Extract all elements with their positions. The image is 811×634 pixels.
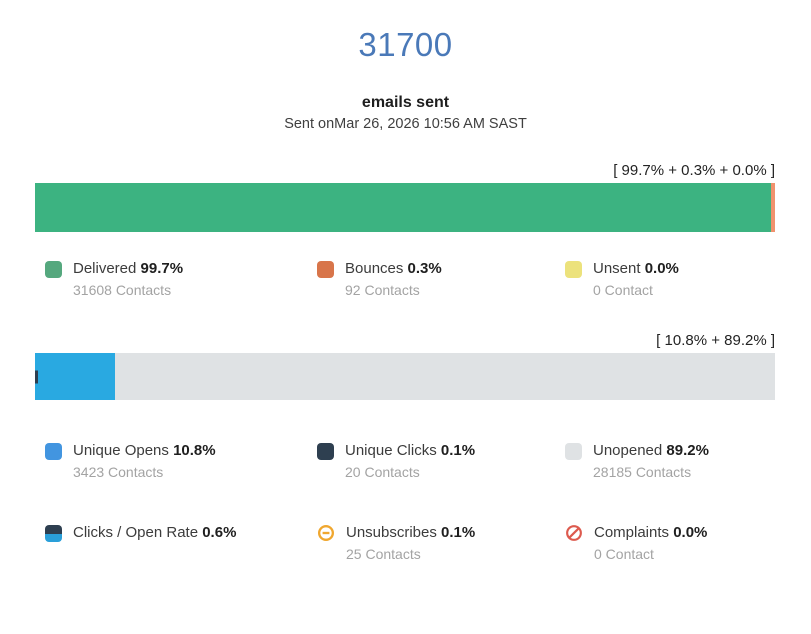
- engagement-legend: Unique Opens 10.8% 3423 Contacts Unique …: [45, 442, 811, 562]
- legend-item-bounces: Bounces 0.3% 92 Contacts: [317, 260, 565, 298]
- unsent-swatch: [565, 261, 582, 278]
- unique-opens-bar-segment: [35, 353, 115, 400]
- clicks-open-rate-swatch: [45, 525, 62, 542]
- complaints-label: Complaints 0.0%: [594, 524, 708, 541]
- unique-clicks-swatch: [317, 443, 334, 460]
- engagement-stacked-bar: [35, 353, 775, 400]
- unopened-swatch: [565, 443, 582, 460]
- engagement-percentages-annotation: [ 10.8% + 89.2% ]: [656, 332, 775, 349]
- clicks-color-half: [45, 525, 62, 534]
- unopened-bar-segment: [114, 353, 775, 400]
- legend-item-unique-opens: Unique Opens 10.8% 3423 Contacts: [45, 442, 317, 480]
- unique-clicks-label: Unique Clicks 0.1%: [345, 442, 476, 459]
- report-title: emails sent: [361, 94, 450, 111]
- unsubscribes-contacts: 25 Contacts: [346, 546, 421, 562]
- total-emails-count: 31700: [358, 26, 453, 63]
- legend-item-unique-clicks: Unique Clicks 0.1% 20 Contacts: [317, 442, 565, 480]
- delivered-label: Delivered 99.7%: [73, 260, 184, 277]
- no-entry-icon: [566, 525, 582, 541]
- complaints-contacts: 0 Contact: [594, 546, 654, 562]
- unsubscribes-label: Unsubscribes 0.1%: [346, 524, 476, 541]
- unopened-label: Unopened 89.2%: [593, 442, 709, 459]
- legend-item-unopened: Unopened 89.2% 28185 Contacts: [565, 442, 811, 480]
- bounces-label: Bounces 0.3%: [345, 260, 442, 277]
- unique-clicks-contacts: 20 Contacts: [345, 464, 420, 480]
- unopened-contacts: 28185 Contacts: [593, 464, 692, 480]
- unsent-contacts: 0 Contact: [593, 282, 653, 298]
- delivery-legend: Delivered 99.7% 31608 Contacts Bounces 0…: [45, 260, 811, 298]
- unique-opens-swatch: [45, 443, 62, 460]
- legend-item-unsubscribes: Unsubscribes 0.1% 25 Contacts: [317, 524, 565, 562]
- delivered-contacts: 31608 Contacts: [73, 282, 172, 298]
- delivered-swatch: [45, 261, 62, 278]
- unique-opens-label: Unique Opens 10.8%: [73, 442, 216, 459]
- bounces-contacts: 92 Contacts: [345, 282, 420, 298]
- delivery-stacked-bar: [35, 183, 775, 232]
- bounces-bar-segment: [771, 183, 775, 232]
- sent-timestamp: Sent onMar 26, 2026 10:56 AM SAST: [284, 116, 527, 132]
- clicks-open-rate-label: Clicks / Open Rate 0.6%: [73, 524, 237, 541]
- delivered-bar-segment: [35, 183, 771, 232]
- unique-clicks-bar-segment: [35, 370, 38, 383]
- legend-item-unsent: Unsent 0.0% 0 Contact: [565, 260, 811, 298]
- legend-item-complaints: Complaints 0.0% 0 Contact: [565, 524, 811, 562]
- legend-item-delivered: Delivered 99.7% 31608 Contacts: [45, 260, 317, 298]
- legend-item-clicks-open-rate: Clicks / Open Rate 0.6%: [45, 524, 317, 562]
- delivery-percentages-annotation: [ 99.7% + 0.3% + 0.0% ]: [613, 162, 775, 179]
- opens-color-half: [45, 533, 62, 542]
- unique-opens-contacts: 3423 Contacts: [73, 464, 164, 480]
- minus-circle-icon: [317, 524, 335, 542]
- bounces-swatch: [317, 261, 334, 278]
- unsent-label: Unsent 0.0%: [593, 260, 679, 277]
